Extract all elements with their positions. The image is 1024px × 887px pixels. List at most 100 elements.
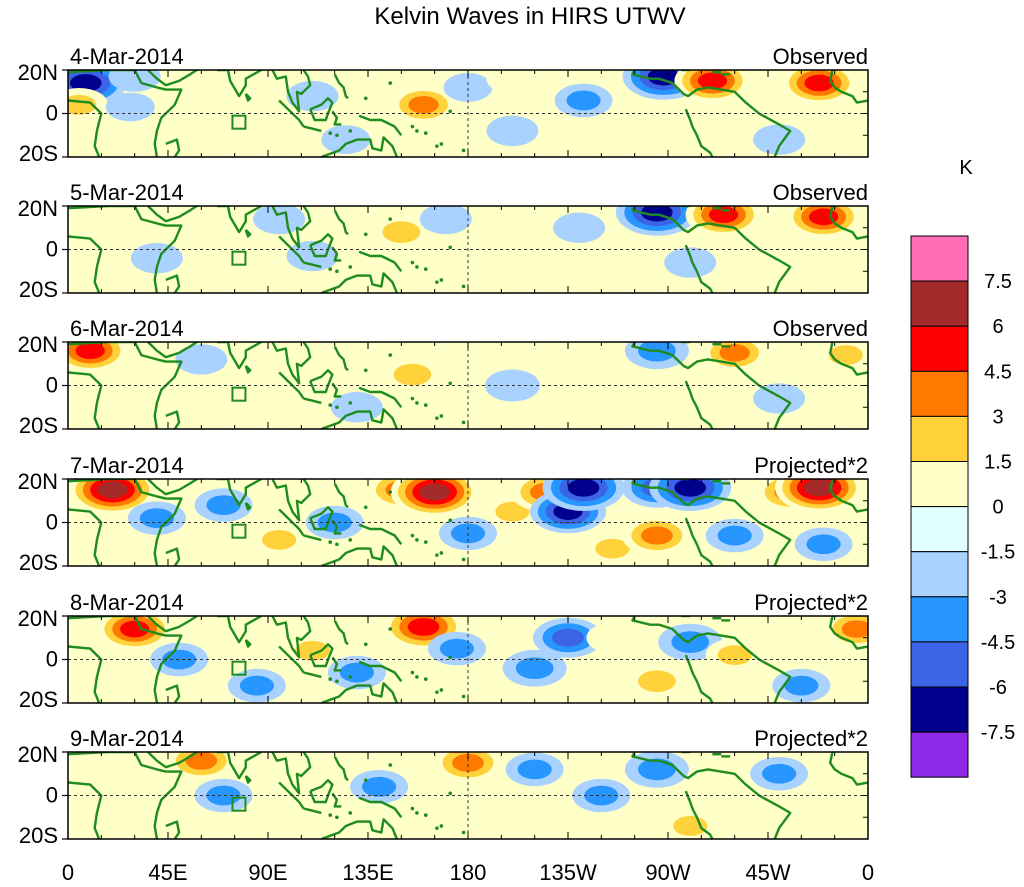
colorbar-swatch <box>910 280 969 327</box>
coastline <box>68 616 183 703</box>
island <box>415 675 419 679</box>
island <box>328 403 333 407</box>
coastline <box>320 408 399 429</box>
anomaly-field <box>96 206 862 291</box>
anomaly-field <box>68 342 868 423</box>
coastline <box>309 233 334 258</box>
reference-box <box>231 386 247 402</box>
x-tick-label: 0 <box>862 860 874 885</box>
colorbar-swatch <box>910 596 969 643</box>
coastline <box>271 206 312 249</box>
coastline <box>333 209 349 236</box>
anomaly-contour <box>295 640 330 661</box>
anomaly-contour <box>753 124 806 155</box>
island <box>348 129 353 133</box>
anomaly-contour <box>515 657 554 680</box>
chart-title: Kelvin Waves in HIRS UTWV <box>374 3 685 30</box>
island <box>423 813 428 817</box>
y-tick-label: 20N <box>18 742 58 767</box>
colorbar-swatch <box>910 325 969 372</box>
anomaly-contour <box>419 483 450 501</box>
coastline <box>68 235 103 293</box>
island <box>363 368 368 373</box>
coastline <box>68 99 103 157</box>
coastline <box>320 818 399 839</box>
colorbar-label: 7.5 <box>984 271 1012 293</box>
coastline <box>684 108 714 157</box>
y-tick-label: 20S <box>19 550 58 575</box>
panel-date: 4-Mar-2014 <box>70 44 184 69</box>
colorbar-swatch <box>910 461 969 508</box>
map-panel: 20N 0 20S 8-Mar-2014 Projected*2 <box>18 590 869 712</box>
island <box>448 381 453 386</box>
x-axis: 0 45E 90E 135E 180 135W 90W 45W 0 <box>62 860 874 885</box>
panel-label: Observed <box>773 316 868 341</box>
reference-box <box>231 250 247 266</box>
anomaly-contour <box>408 96 439 114</box>
island <box>328 813 333 817</box>
y-tick-label: 0 <box>46 783 58 808</box>
anomaly-field <box>96 616 868 703</box>
y-tick-label: 20S <box>19 413 58 438</box>
coastline <box>331 519 342 535</box>
coastline <box>320 136 399 157</box>
island <box>328 131 333 135</box>
colorbar-swatch <box>910 506 969 553</box>
anomaly-contour <box>584 785 619 806</box>
map-panel: 20N 0 20S 4-Mar-2014 Observed <box>18 44 869 166</box>
coastline <box>147 479 198 496</box>
anomaly-contour <box>596 123 652 156</box>
coastline <box>309 97 334 122</box>
coastline <box>358 114 403 137</box>
island <box>461 148 466 153</box>
panel-date: 5-Mar-2014 <box>70 180 184 205</box>
anomaly-contour <box>242 383 294 414</box>
coastline <box>244 775 252 784</box>
colorbar-swatch <box>910 731 969 778</box>
colorbar-swatch <box>910 551 969 598</box>
coastline <box>278 235 305 264</box>
island <box>423 677 428 681</box>
reference-box <box>231 114 247 130</box>
x-tick-label: 0 <box>62 860 74 885</box>
island <box>423 131 428 135</box>
coastline <box>244 229 252 238</box>
map-panel: 20N 0 20S 7-Mar-2014 Projected*2 <box>18 453 869 575</box>
island <box>423 267 428 271</box>
coastlines <box>68 752 868 839</box>
anomaly-contour <box>762 763 797 784</box>
island <box>410 533 415 538</box>
coastline <box>68 479 183 566</box>
anomaly-contour <box>419 206 472 235</box>
coastline <box>320 272 399 293</box>
island <box>388 763 393 767</box>
coastline <box>68 342 183 429</box>
coastline <box>165 274 181 293</box>
y-tick-label: 20N <box>18 196 58 221</box>
coastline <box>631 752 792 839</box>
coastline <box>271 752 312 795</box>
anomaly-contour <box>206 495 241 516</box>
reference-box <box>231 523 247 539</box>
coastline <box>68 645 103 703</box>
x-tick-label: 90E <box>248 860 287 885</box>
anomaly-contour <box>841 620 868 638</box>
island <box>335 269 339 274</box>
island <box>439 278 444 282</box>
colorbar-label: 1.5 <box>984 452 1012 474</box>
island <box>388 490 393 494</box>
island <box>348 675 353 679</box>
island <box>410 806 415 811</box>
coastline <box>684 244 714 293</box>
colorbar-label: 6 <box>992 316 1003 338</box>
island <box>415 265 419 269</box>
coastline <box>829 479 868 513</box>
map-panel: 20N 0 20S 6-Mar-2014 Observed <box>18 316 869 438</box>
coastline <box>333 619 349 646</box>
anomaly-contour <box>797 810 850 839</box>
coastline <box>684 517 714 566</box>
colorbar-swatch <box>910 370 969 417</box>
coastline <box>631 70 792 157</box>
coastline <box>216 479 262 507</box>
